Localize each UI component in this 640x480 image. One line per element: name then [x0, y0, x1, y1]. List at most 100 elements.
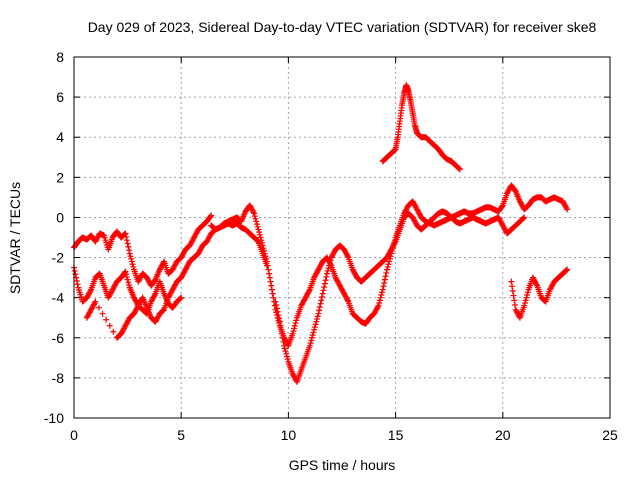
- data-point: [509, 287, 516, 294]
- data-point: [313, 318, 320, 325]
- data-point: [278, 326, 285, 333]
- data-point: [122, 268, 129, 275]
- data-point: [523, 294, 530, 301]
- x-tick-label: 15: [388, 427, 404, 443]
- data-point: [266, 270, 273, 277]
- data-point: [268, 286, 275, 293]
- data-point: [284, 356, 291, 363]
- y-tick-label: 8: [56, 49, 64, 65]
- data-point: [323, 273, 330, 280]
- data-point: [123, 237, 130, 244]
- data-point: [376, 300, 383, 307]
- data-point: [323, 270, 330, 277]
- series-trace-e: [272, 208, 528, 385]
- data-point: [251, 210, 258, 217]
- data-point: [378, 291, 385, 298]
- data-point: [103, 316, 110, 323]
- data-point: [276, 315, 283, 322]
- data-point: [309, 332, 316, 339]
- data-point: [251, 213, 258, 220]
- data-point: [306, 342, 313, 349]
- data-point: [321, 280, 328, 287]
- data-point: [87, 287, 94, 294]
- data-point: [207, 213, 214, 220]
- data-point: [521, 302, 528, 309]
- data-point: [128, 258, 135, 265]
- data-point: [511, 302, 518, 309]
- y-tick-label: -6: [52, 330, 65, 346]
- data-point: [124, 276, 131, 283]
- data-point: [511, 297, 518, 304]
- data-point: [270, 294, 277, 301]
- data-point: [524, 289, 531, 296]
- data-point: [282, 348, 289, 355]
- data-point: [391, 146, 398, 153]
- data-point: [283, 353, 290, 360]
- data-point: [384, 266, 391, 273]
- data-point: [379, 286, 386, 293]
- data-point: [276, 318, 283, 325]
- data-point: [564, 206, 571, 213]
- data-point: [264, 262, 271, 269]
- data-point: [308, 334, 315, 341]
- data-point: [291, 325, 298, 332]
- data-point: [71, 267, 78, 274]
- data-point: [313, 316, 320, 323]
- data-point: [289, 330, 296, 337]
- data-point: [72, 271, 79, 278]
- data-point: [256, 229, 263, 236]
- data-point: [265, 266, 272, 273]
- series-trace-a: [71, 212, 215, 289]
- data-point: [315, 310, 322, 317]
- data-point: [344, 297, 351, 304]
- data-point: [564, 266, 571, 273]
- data-point: [127, 253, 134, 260]
- data-point: [110, 328, 117, 335]
- data-point: [252, 215, 259, 222]
- x-tick-label: 25: [602, 427, 618, 443]
- data-point: [123, 271, 130, 278]
- data-point: [293, 317, 300, 324]
- data-point: [312, 321, 319, 328]
- data-point: [456, 166, 463, 173]
- data-point: [260, 245, 267, 252]
- data-point: [314, 313, 321, 320]
- data-point: [563, 267, 570, 274]
- data-point: [273, 305, 280, 312]
- data-point: [291, 322, 298, 329]
- data-point: [376, 297, 383, 304]
- data-point: [324, 267, 331, 274]
- data-point: [259, 242, 266, 249]
- data-point: [384, 263, 391, 270]
- data-point: [124, 240, 131, 247]
- data-point: [316, 307, 323, 314]
- data-point: [510, 292, 517, 299]
- data-point: [151, 291, 158, 298]
- data-point: [262, 253, 269, 260]
- data-point: [533, 281, 540, 288]
- data-point: [327, 257, 334, 264]
- data-point: [208, 212, 215, 219]
- data-point: [266, 274, 273, 281]
- series-trace-b: [71, 264, 185, 317]
- data-point: [321, 283, 328, 290]
- data-point: [123, 273, 130, 280]
- data-point: [322, 277, 329, 284]
- series-trace-g: [508, 266, 571, 321]
- data-point: [99, 310, 106, 317]
- data-point: [325, 265, 332, 272]
- data-point: [318, 297, 325, 304]
- data-point: [326, 259, 333, 266]
- data-point: [318, 293, 325, 300]
- data-point: [122, 230, 129, 237]
- y-tick-label: -4: [52, 290, 65, 306]
- x-axis-label: GPS time / hours: [289, 457, 396, 473]
- data-point: [74, 281, 81, 288]
- data-point: [277, 322, 284, 329]
- data-point: [92, 298, 99, 305]
- data-point: [258, 239, 265, 246]
- data-point: [381, 279, 388, 286]
- axis-ticks: [73, 56, 611, 419]
- data-point: [91, 300, 98, 307]
